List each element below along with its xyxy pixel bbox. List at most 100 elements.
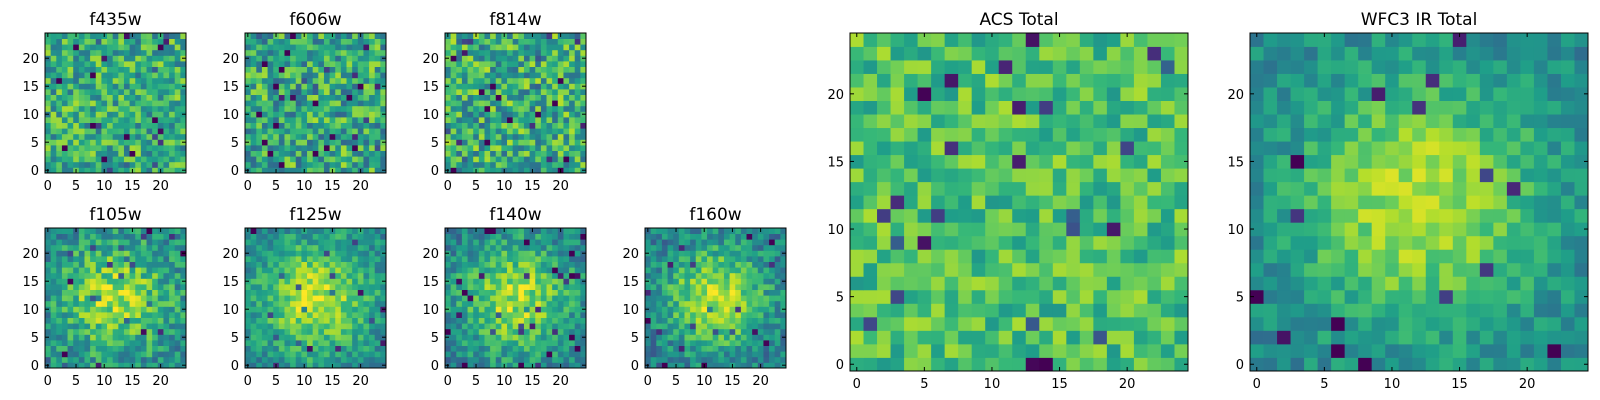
heatmap-cell xyxy=(112,312,119,318)
heatmap-cell xyxy=(1039,195,1054,210)
heatmap-cell xyxy=(374,83,381,90)
heatmap-cell xyxy=(380,312,387,318)
heatmap-cell xyxy=(484,340,491,346)
heatmap-cell xyxy=(380,100,387,107)
heatmap-cell xyxy=(490,250,497,257)
heatmap-cell xyxy=(445,300,452,307)
heatmap-cell xyxy=(490,156,497,163)
heatmap-cell xyxy=(295,100,302,107)
heatmap-cell xyxy=(284,122,291,129)
heatmap-cell xyxy=(318,66,325,73)
heatmap-cell xyxy=(650,261,657,268)
heatmap-cell xyxy=(495,334,502,341)
heatmap-cell xyxy=(507,300,514,307)
heatmap-cell xyxy=(557,244,564,251)
heatmap-cell xyxy=(118,284,125,290)
heatmap-cell xyxy=(273,61,280,67)
heatmap-cell xyxy=(307,261,314,268)
heatmap-cell xyxy=(769,351,776,358)
heatmap-cell xyxy=(256,278,263,285)
heatmap-cell xyxy=(84,300,91,307)
heatmap-cell xyxy=(712,323,719,330)
heatmap-cell xyxy=(374,167,381,174)
heatmap-cell xyxy=(369,362,376,369)
heatmap-cell xyxy=(890,208,905,223)
heatmap-cell xyxy=(256,256,263,262)
heatmap-cell xyxy=(135,156,142,163)
heatmap-cell xyxy=(250,351,257,358)
heatmap-cell xyxy=(95,122,102,129)
heatmap-cell xyxy=(478,351,485,358)
heatmap-cell xyxy=(757,233,764,240)
heatmap-cell xyxy=(135,77,142,84)
heatmap-cell xyxy=(1012,289,1027,304)
heatmap-cell xyxy=(90,345,97,352)
heatmap-cell xyxy=(529,317,536,324)
heatmap-cell xyxy=(501,77,508,84)
heatmap-cell xyxy=(1106,168,1121,183)
heatmap-cell xyxy=(118,66,125,73)
heatmap-cell xyxy=(256,228,263,234)
heatmap-cell xyxy=(478,362,485,369)
heatmap-cell xyxy=(546,233,553,240)
heatmap-cell xyxy=(329,278,336,285)
heatmap-cell xyxy=(656,362,663,369)
heatmap-cell xyxy=(78,156,85,163)
heatmap-cell xyxy=(101,77,108,84)
heatmap-cell xyxy=(512,100,519,107)
heatmap-cell xyxy=(507,323,514,330)
heatmap-cell xyxy=(735,228,742,234)
heatmap-cell xyxy=(56,83,63,90)
heatmap-cell xyxy=(518,89,525,95)
heatmap-cell xyxy=(95,244,102,251)
heatmap-cell xyxy=(73,55,80,62)
heatmap-cell xyxy=(129,250,136,257)
heatmap-cell xyxy=(540,317,547,324)
heatmap-cell xyxy=(267,345,274,352)
heatmap-cell xyxy=(529,306,536,313)
heatmap-cell xyxy=(84,66,91,73)
heatmap-cell xyxy=(290,150,297,157)
heatmap-cell xyxy=(318,345,325,352)
heatmap-cell xyxy=(129,340,136,346)
heatmap-cell xyxy=(552,228,559,234)
heatmap-cell xyxy=(163,261,170,268)
heatmap-cell xyxy=(295,49,302,56)
heatmap-cell xyxy=(146,317,153,324)
heatmap-cell xyxy=(245,284,252,290)
heatmap-cell xyxy=(998,303,1013,318)
heatmap-cell xyxy=(557,284,564,290)
heatmap-cell xyxy=(163,89,170,95)
y-tick-label: 5 xyxy=(631,331,639,346)
heatmap-cell xyxy=(523,289,530,296)
heatmap-cell xyxy=(95,356,102,363)
heatmap-cell xyxy=(1133,222,1148,237)
x-tick-label: 20 xyxy=(552,179,569,194)
heatmap-cell xyxy=(690,328,697,335)
heatmap-cell xyxy=(352,94,359,101)
heatmap-cell xyxy=(318,133,325,140)
heatmap-cell xyxy=(323,77,330,84)
heatmap-cell xyxy=(84,272,91,279)
heatmap-cell xyxy=(445,49,452,56)
heatmap-cell xyxy=(1174,262,1189,277)
heatmap-cell xyxy=(535,122,542,129)
heatmap-cell xyxy=(380,89,387,95)
heatmap-cell xyxy=(1093,357,1108,372)
heatmap-cell xyxy=(712,345,719,352)
heatmap-cell xyxy=(850,168,864,183)
heatmap-cell xyxy=(695,295,702,302)
heatmap-cell xyxy=(518,139,525,146)
heatmap-cell xyxy=(56,295,63,302)
heatmap-cell xyxy=(84,89,91,95)
heatmap-cell xyxy=(456,49,463,56)
heatmap-cell xyxy=(478,105,485,112)
heatmap-cell xyxy=(1160,303,1175,318)
heatmap-cell xyxy=(774,233,781,240)
heatmap-cell xyxy=(169,323,176,330)
heatmap-cell xyxy=(563,44,570,51)
heatmap-cell xyxy=(107,167,114,174)
heatmap-cell xyxy=(1066,303,1081,318)
heatmap-cell xyxy=(329,89,336,95)
